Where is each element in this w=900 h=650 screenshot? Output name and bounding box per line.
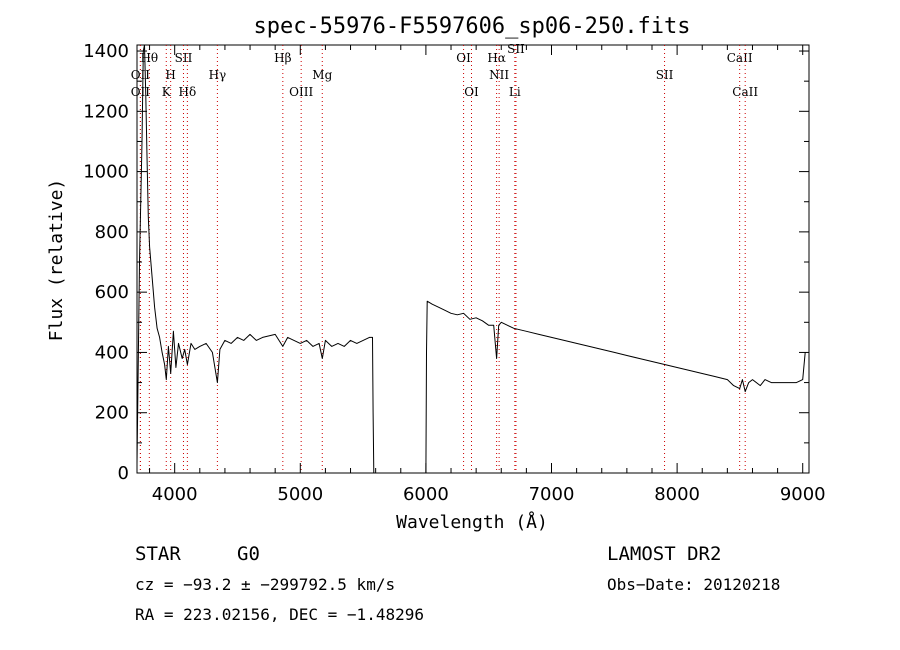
spectral-line-label: Li <box>509 85 521 99</box>
coordinates-readout: RA = 223.02156, DEC = −1.48296 <box>135 605 424 624</box>
spectrum-series <box>136 44 806 474</box>
spectral-line-label: Hα <box>487 51 506 65</box>
spectrum-series-line-0 <box>136 44 806 474</box>
spectral-line-label: NII <box>489 68 509 82</box>
spectral-line-label: SII <box>507 42 525 56</box>
spectral-line-label: OI <box>464 85 479 99</box>
y-axis-label: Flux (relative) <box>46 179 67 342</box>
y-tick-label: 1200 <box>83 101 129 122</box>
y-tick-label: 400 <box>95 342 129 363</box>
y-tick-label: 800 <box>95 222 129 243</box>
spectral-line-label: SII <box>656 68 674 82</box>
x-tick-label: 4000 <box>152 484 198 505</box>
spectral-line-label: H <box>165 68 175 82</box>
spectral-line-label: OII <box>131 68 151 82</box>
spectral-line-label: Mg <box>312 68 332 82</box>
x-tick-label: 7000 <box>529 484 575 505</box>
spectral-line-label: Hγ <box>209 68 227 82</box>
plot-frame <box>136 44 810 474</box>
spectral-line-label: OI <box>456 51 471 65</box>
x-tick-label: 9000 <box>780 484 826 505</box>
y-tick-label: 1000 <box>83 162 129 183</box>
observation-date: Obs−Date: 20120218 <box>607 575 780 594</box>
x-axis-label: Wavelength (Å) <box>396 511 548 533</box>
object-class: STAR <box>135 543 181 565</box>
y-tick-label: 200 <box>95 403 129 424</box>
spectral-line-label: SII <box>175 51 193 65</box>
spectral-line-label: OII <box>131 85 151 99</box>
y-tick-label: 1400 <box>83 41 129 62</box>
x-tick-label: 6000 <box>403 484 449 505</box>
y-tick-label: 600 <box>95 282 129 303</box>
spectral-line-label: CaII <box>727 51 753 65</box>
spectral-line-label: Hβ <box>274 51 291 65</box>
spectral-line-label: OIII <box>289 85 313 99</box>
x-tick-label: 5000 <box>277 484 323 505</box>
object-subclass: G0 <box>237 543 260 565</box>
survey-name: LAMOST DR2 <box>607 543 721 565</box>
chart-title: spec-55976-F5597606_sp06-250.fits <box>253 14 690 39</box>
velocity-readout: cz = −93.2 ± −299792.5 km/s <box>135 575 395 594</box>
spectral-line-label: CaII <box>732 85 758 99</box>
spectral-line-label: K <box>162 85 172 99</box>
spectral-line-label: Hδ <box>179 85 197 99</box>
axis-ticks: 4000 5000 6000 7000 8000 9000 0 200 400 600 800 100… <box>83 41 825 505</box>
x-tick-label: 8000 <box>654 484 700 505</box>
y-tick-label: 0 <box>118 463 129 484</box>
